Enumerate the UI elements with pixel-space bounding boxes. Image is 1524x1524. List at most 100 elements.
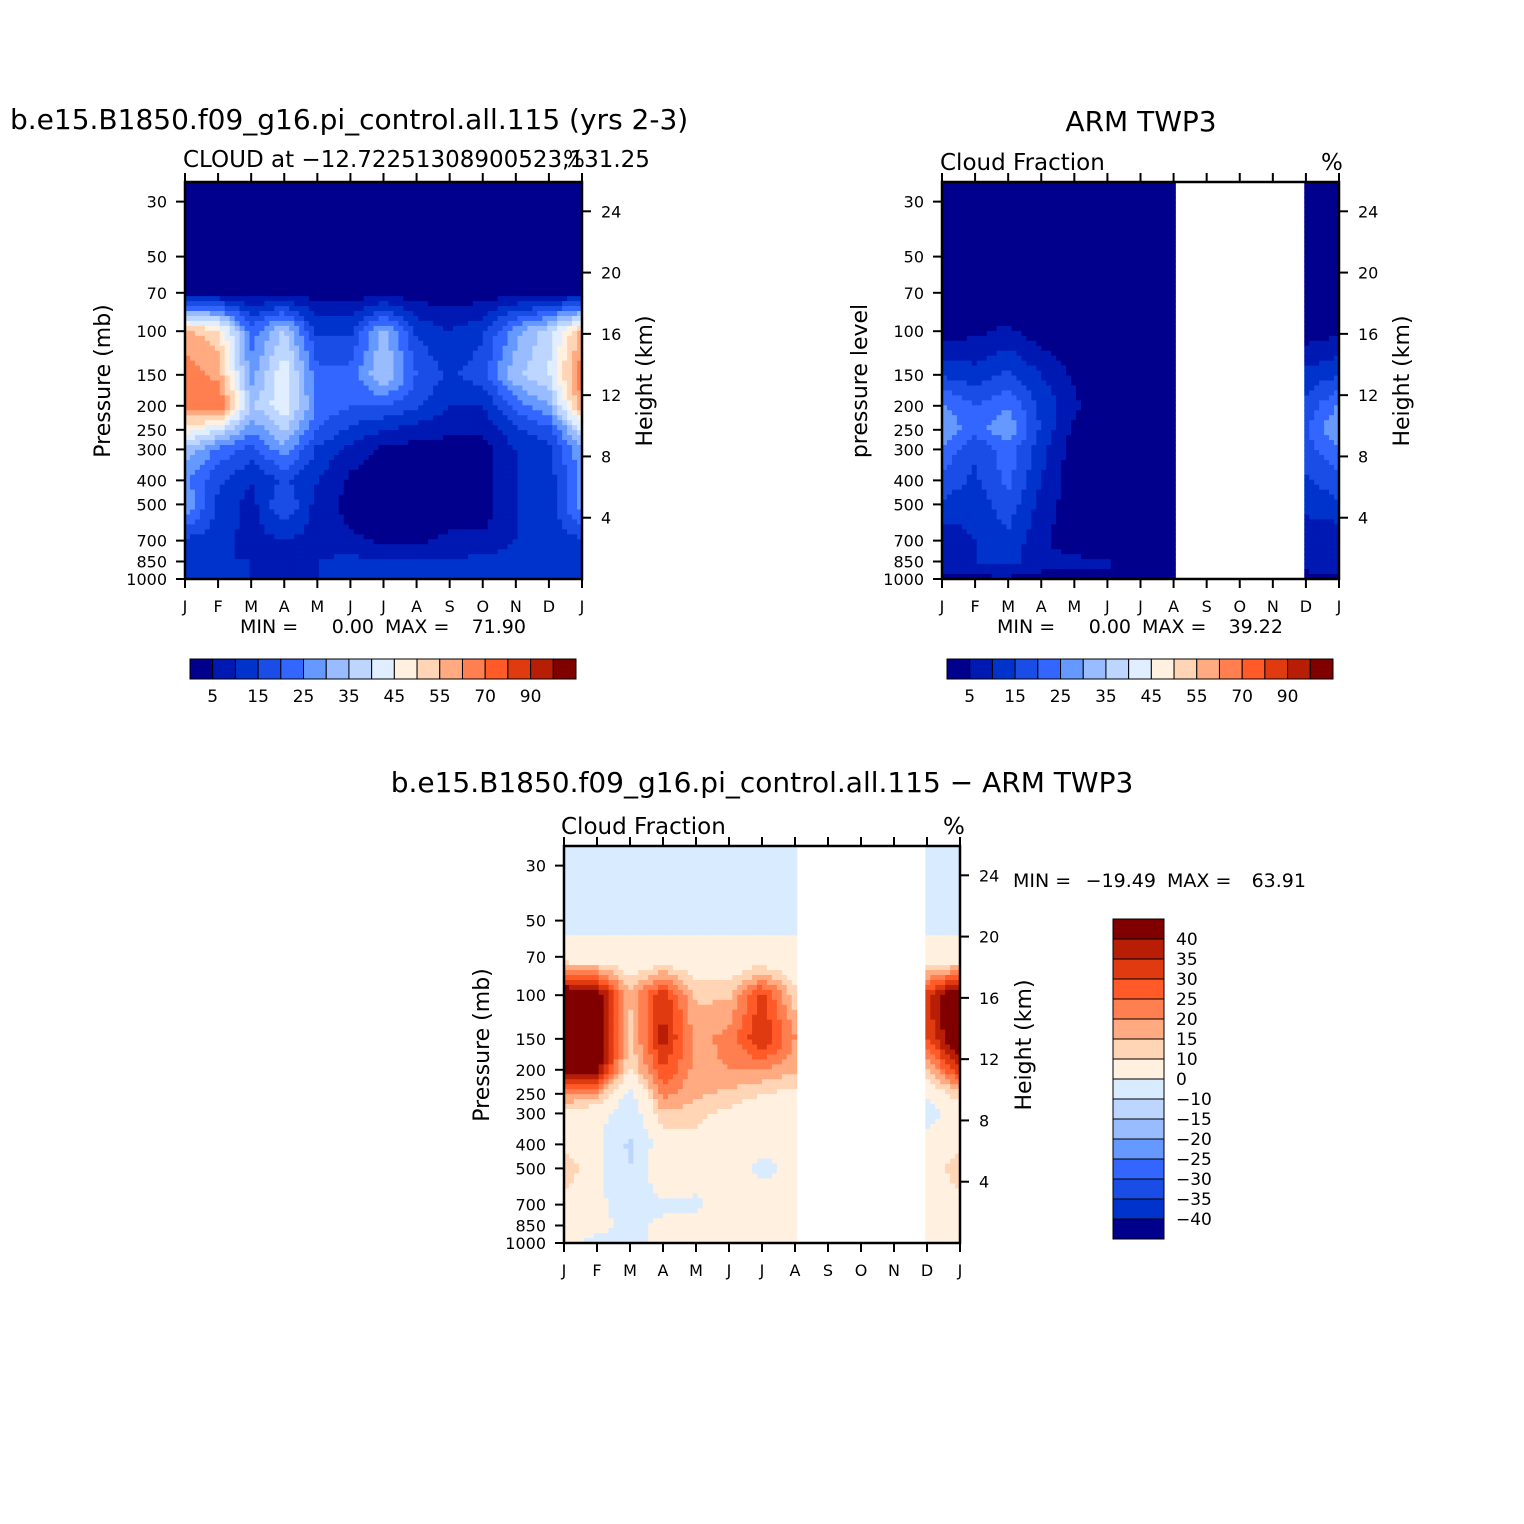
heatmap-cell: [487, 340, 494, 347]
heatmap-cell: [279, 420, 285, 426]
heatmap-cell: [229, 320, 236, 327]
heatmap-cell: [229, 430, 236, 436]
heatmap-cell: [199, 251, 206, 258]
heatmap-cell: [328, 474, 335, 481]
heatmap-cell: [398, 251, 404, 258]
heatmap-cell: [204, 221, 211, 228]
heatmap-cell: [294, 246, 300, 253]
heatmap-cell: [259, 375, 265, 382]
heatmap-cell: [492, 380, 499, 387]
heatmap-cell: [452, 360, 459, 367]
heatmap-cell: [443, 291, 449, 297]
heatmap-cell: [219, 211, 226, 218]
heatmap-cell: [532, 231, 538, 238]
heatmap-cell: [358, 479, 365, 486]
heatmap-cell: [378, 370, 385, 377]
heatmap-cell: [294, 355, 300, 362]
heatmap-cell: [314, 395, 320, 401]
heatmap-cell: [299, 191, 305, 198]
heatmap-cell: [413, 415, 419, 421]
heatmap-cell: [577, 236, 583, 243]
heatmap-cell: [562, 459, 568, 466]
heatmap-cell: [512, 335, 519, 342]
heatmap-cell: [388, 360, 395, 367]
heatmap-cell: [477, 261, 484, 267]
heatmap-cell: [507, 380, 514, 387]
heatmap-cell: [383, 330, 390, 337]
heatmap-cell: [318, 489, 325, 496]
heatmap-cell: [398, 469, 404, 476]
heatmap-cell: [373, 182, 380, 188]
heatmap-cell: [224, 445, 231, 451]
heatmap-cell: [229, 449, 236, 456]
heatmap-cell: [309, 261, 315, 267]
heatmap-cell: [557, 182, 563, 188]
heatmap-cell: [462, 261, 469, 267]
heatmap-cell: [274, 459, 280, 466]
heatmap-cell: [239, 246, 246, 253]
heatmap-cell: [289, 335, 295, 342]
heatmap-cell: [224, 464, 231, 471]
heatmap-cell: [209, 271, 216, 277]
heatmap-cell: [328, 276, 335, 282]
heatmap-cell: [254, 479, 261, 486]
heatmap-cell: [388, 355, 395, 362]
heatmap-cell: [239, 271, 246, 277]
heatmap-cell: [338, 201, 345, 208]
heatmap-cell: [328, 445, 335, 451]
heatmap-cell: [547, 301, 553, 307]
heatmap-cell: [323, 281, 330, 287]
heatmap-cell: [343, 435, 350, 441]
heatmap-cell: [567, 345, 573, 352]
heatmap-cell: [343, 325, 350, 332]
heatmap-cell: [314, 306, 320, 312]
heatmap-cell: [373, 206, 380, 213]
heatmap-cell: [492, 236, 499, 243]
heatmap-cell: [502, 281, 509, 287]
heatmap-cell: [229, 390, 236, 396]
heatmap-cell: [448, 459, 454, 466]
heatmap-cell: [413, 385, 419, 392]
heatmap-cell: [254, 335, 261, 342]
heatmap-cell: [229, 445, 236, 451]
heatmap-cell: [343, 191, 350, 198]
heatmap-cell: [477, 221, 484, 228]
heatmap-cell: [418, 325, 424, 332]
heatmap-cell: [572, 241, 578, 248]
heatmap-cell: [194, 400, 201, 406]
heatmap-cell: [547, 345, 553, 352]
heatmap-cell: [309, 226, 315, 233]
heatmap-cell: [358, 345, 365, 352]
heatmap-cell: [204, 236, 211, 243]
heatmap-cell: [542, 311, 548, 317]
heatmap-cell: [472, 425, 479, 431]
heatmap-cell: [304, 474, 310, 481]
panel-model-title: b.e15.B1850.f09_g16.pi_control.all.115 (…: [10, 103, 688, 136]
heatmap-cell: [512, 459, 519, 466]
heatmap-cell: [254, 186, 261, 193]
heatmap-cell: [289, 221, 295, 228]
heatmap-cell: [279, 375, 285, 382]
heatmap-cell: [413, 370, 419, 377]
heatmap-cell: [239, 191, 246, 198]
heatmap-cell: [398, 226, 404, 233]
heatmap-cell: [452, 469, 459, 476]
heatmap-cell: [467, 440, 474, 446]
heatmap-cell: [185, 196, 191, 203]
heatmap-cell: [552, 449, 558, 456]
heatmap-cell: [199, 182, 206, 188]
heatmap-cell: [403, 266, 409, 272]
heatmap-cell: [234, 390, 241, 396]
heatmap-cell: [467, 330, 474, 337]
heatmap-cell: [423, 385, 429, 392]
heatmap-cell: [189, 281, 196, 287]
heatmap-cell: [194, 425, 201, 431]
heatmap-cell: [388, 395, 395, 401]
heatmap-cell: [448, 226, 454, 233]
heatmap-cell: [343, 464, 350, 471]
heatmap-cell: [299, 221, 305, 228]
heatmap-cell: [502, 400, 509, 406]
heatmap-cell: [378, 216, 385, 223]
heatmap-cell: [433, 350, 439, 357]
heatmap-cell: [577, 469, 583, 476]
